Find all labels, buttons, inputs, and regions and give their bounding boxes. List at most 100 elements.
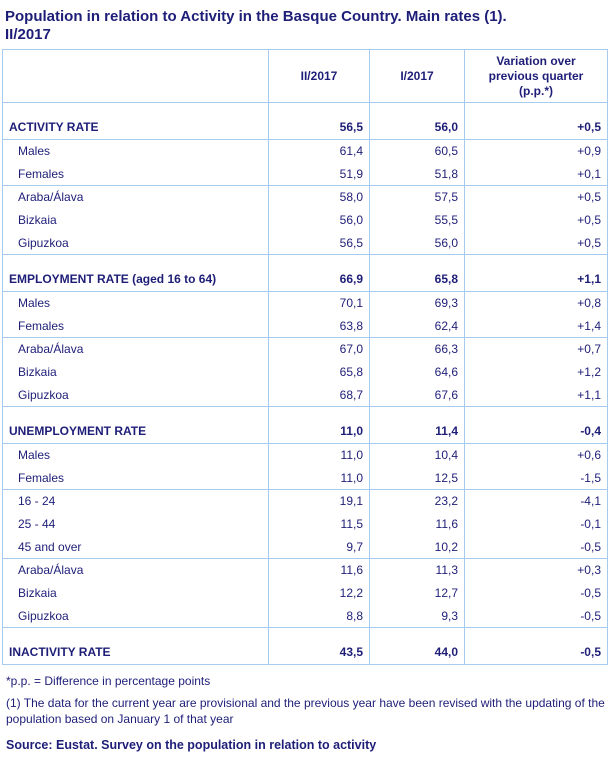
row-label: Males — [2, 291, 269, 315]
spacer-row — [2, 627, 608, 641]
value-cell: +0,5 — [464, 115, 608, 140]
value-cell: 11,5 — [268, 512, 370, 536]
row-label: EMPLOYMENT RATE (aged 16 to 64) — [2, 267, 269, 292]
table-row-16-24: 16 - 24 19,1 23,2 -4,1 — [2, 489, 608, 513]
value-cell: +0,1 — [464, 162, 608, 186]
value-cell: 11,0 — [268, 443, 370, 467]
value-cell: +1,4 — [464, 314, 608, 338]
value-cell: 51,9 — [268, 162, 370, 186]
value-cell: -0,5 — [464, 535, 608, 559]
value-cell: -0,5 — [464, 604, 608, 628]
row-label: ACTIVITY RATE — [2, 115, 269, 140]
value-cell: +0,3 — [464, 558, 608, 582]
value-cell: 44,0 — [369, 640, 465, 665]
value-cell: 9,7 — [268, 535, 370, 559]
value-cell: -1,5 — [464, 466, 608, 490]
value-cell: -4,1 — [464, 489, 608, 513]
value-cell: 12,7 — [369, 581, 465, 605]
table-body: ACTIVITY RATE 56,5 56,0 +0,5 Males 61,4 60,5 +0… — [2, 102, 608, 665]
value-cell: 67,6 — [369, 383, 465, 407]
value-cell: -0,5 — [464, 581, 608, 605]
table-row-araba-lava: Araba/Álava 11,6 11,3 +0,3 — [2, 558, 608, 582]
value-cell — [464, 406, 608, 420]
table-row-gipuzkoa: Gipuzkoa 68,7 67,6 +1,1 — [2, 383, 608, 407]
row-label: Gipuzkoa — [2, 383, 269, 407]
value-cell: 66,9 — [268, 267, 370, 292]
row-label — [2, 102, 269, 116]
spacer-row — [2, 254, 608, 268]
table-row-females: Females 63,8 62,4 +1,4 — [2, 314, 608, 338]
value-cell: 65,8 — [369, 267, 465, 292]
header-col-variation: Variation over previous quarter (p.p.*) — [464, 49, 608, 103]
value-cell — [464, 102, 608, 116]
table-row-males: Males 61,4 60,5 +0,9 — [2, 139, 608, 163]
value-cell: 11,3 — [369, 558, 465, 582]
value-cell: 66,3 — [369, 337, 465, 361]
value-cell: 12,2 — [268, 581, 370, 605]
table-row-25-44: 25 - 44 11,5 11,6 -0,1 — [2, 512, 608, 536]
table-row-males: Males 70,1 69,3 +0,8 — [2, 291, 608, 315]
value-cell: 56,0 — [369, 231, 465, 255]
value-cell — [268, 254, 370, 268]
value-cell: +1,1 — [464, 383, 608, 407]
value-cell: 51,8 — [369, 162, 465, 186]
value-cell: 62,4 — [369, 314, 465, 338]
value-cell: +0,5 — [464, 185, 608, 209]
row-label: UNEMPLOYMENT RATE — [2, 419, 269, 444]
value-cell: -0,4 — [464, 419, 608, 444]
value-cell: 65,8 — [268, 360, 370, 384]
row-label: Females — [2, 466, 269, 490]
value-cell: +0,7 — [464, 337, 608, 361]
value-cell — [369, 406, 465, 420]
value-cell: 55,5 — [369, 208, 465, 232]
header-row: II/2017 I/2017 Variation over previous q… — [2, 49, 608, 103]
row-label: Bizkaia — [2, 208, 269, 232]
row-label — [2, 406, 269, 420]
value-cell: 8,8 — [268, 604, 370, 628]
value-cell: 43,5 — [268, 640, 370, 665]
source-note: Source: Eustat. Survey on the population… — [6, 738, 377, 752]
value-cell — [268, 406, 370, 420]
value-cell: -0,1 — [464, 512, 608, 536]
value-cell: 57,5 — [369, 185, 465, 209]
value-cell — [464, 627, 608, 641]
row-label: 25 - 44 — [2, 512, 269, 536]
value-cell: 69,3 — [369, 291, 465, 315]
value-cell: 56,5 — [268, 231, 370, 255]
value-cell: +0,8 — [464, 291, 608, 315]
row-label: Bizkaia — [2, 581, 269, 605]
row-label: Gipuzkoa — [2, 604, 269, 628]
value-cell — [369, 627, 465, 641]
value-cell — [268, 627, 370, 641]
value-cell: +0,5 — [464, 231, 608, 255]
footnote-pp-definition: *p.p. = Difference in percentage points — [6, 674, 211, 688]
value-cell: +1,1 — [464, 267, 608, 292]
value-cell — [268, 102, 370, 116]
row-label: Females — [2, 314, 269, 338]
value-cell — [369, 102, 465, 116]
row-label: Females — [2, 162, 269, 186]
value-cell: 9,3 — [369, 604, 465, 628]
value-cell: 11,4 — [369, 419, 465, 444]
value-cell — [464, 254, 608, 268]
table-row-activity-rate: ACTIVITY RATE 56,5 56,0 +0,5 — [2, 115, 608, 140]
value-cell: 10,2 — [369, 535, 465, 559]
spacer-row — [2, 102, 608, 116]
row-label: Araba/Álava — [2, 185, 269, 209]
spacer-row — [2, 406, 608, 420]
value-cell: 11,6 — [268, 558, 370, 582]
row-label: Gipuzkoa — [2, 231, 269, 255]
table-row-females: Females 51,9 51,8 +0,1 — [2, 162, 608, 186]
table-row-females: Females 11,0 12,5 -1,5 — [2, 466, 608, 490]
value-cell: 11,0 — [268, 419, 370, 444]
table-header: II/2017 I/2017 Variation over previous q… — [2, 49, 608, 103]
table-row-araba-lava: Araba/Álava 58,0 57,5 +0,5 — [2, 185, 608, 209]
table-row-araba-lava: Araba/Álava 67,0 66,3 +0,7 — [2, 337, 608, 361]
value-cell: 56,0 — [268, 208, 370, 232]
value-cell: 63,8 — [268, 314, 370, 338]
value-cell: 19,1 — [268, 489, 370, 513]
table-row-bizkaia: Bizkaia 12,2 12,7 -0,5 — [2, 581, 608, 605]
value-cell: 56,0 — [369, 115, 465, 140]
value-cell: 10,4 — [369, 443, 465, 467]
row-label: 16 - 24 — [2, 489, 269, 513]
